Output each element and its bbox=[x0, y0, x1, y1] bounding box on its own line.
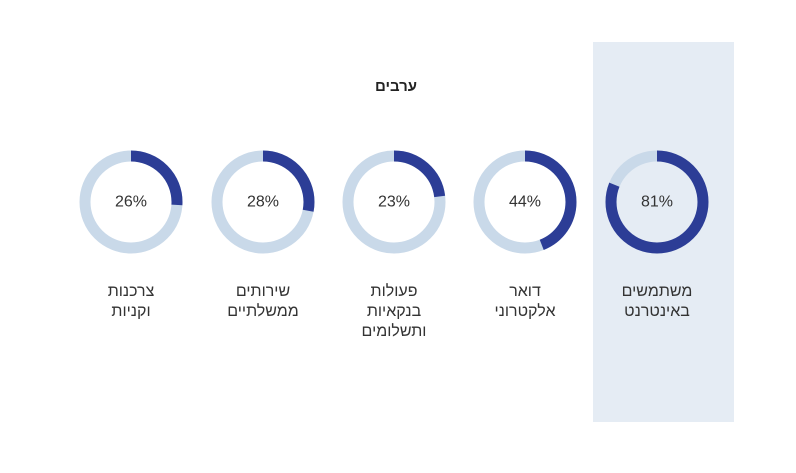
donut-category-label: משתמשים באינטרנט bbox=[621, 283, 693, 320]
donut-chart: 81% bbox=[605, 150, 709, 254]
donut-value-label: 44% bbox=[509, 194, 541, 211]
donut-value-arc bbox=[79, 150, 183, 254]
donut-value-arc bbox=[473, 150, 577, 254]
donut-chart: 44% bbox=[473, 150, 577, 254]
donut-chart: 23% bbox=[342, 150, 446, 254]
chart-title-text: ערבים bbox=[374, 78, 418, 95]
donut-value-label: 23% bbox=[378, 194, 410, 211]
donut-category-label: צרכנות וקניות bbox=[107, 283, 155, 320]
chart-title: ערבים bbox=[0, 78, 796, 95]
donut-chart: 28% bbox=[211, 150, 315, 254]
donut-category-label: פעולות בנקאיות ותשלומים bbox=[361, 283, 427, 340]
donut-item: 28% שירותים ממשלתיים bbox=[193, 142, 333, 362]
donut-value-label: 81% bbox=[641, 194, 673, 211]
donut-chart: 26% bbox=[79, 150, 183, 254]
donut-item: 26% צרכנות וקניות bbox=[61, 142, 201, 362]
donut-value-label: 28% bbox=[247, 194, 279, 211]
donut-value-arc bbox=[342, 150, 446, 254]
donut-value-arc bbox=[605, 150, 709, 254]
donut-item: 81% משתמשים באינטרנט bbox=[587, 142, 727, 362]
donut-item: 23% פעולות בנקאיות ותשלומים bbox=[324, 142, 464, 362]
donut-value-arc bbox=[211, 150, 315, 254]
donut-category-label: שירותים ממשלתיים bbox=[227, 283, 299, 320]
donut-category-label: דואר אלקטרוני bbox=[494, 283, 556, 320]
donut-value-label: 26% bbox=[115, 194, 147, 211]
donut-item: 44% דואר אלקטרוני bbox=[455, 142, 595, 362]
